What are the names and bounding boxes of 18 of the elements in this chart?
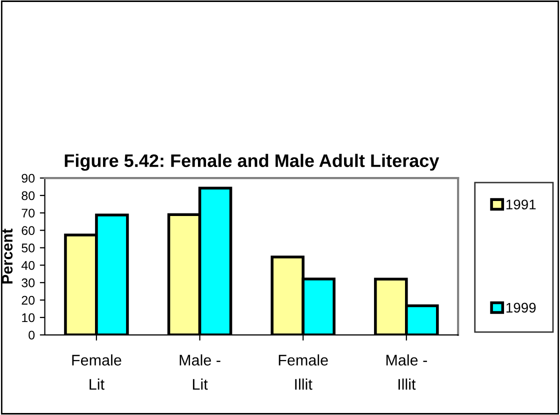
y-tick-label: 50	[22, 244, 35, 252]
x-tick-label: Female Illit	[278, 354, 328, 390]
y-tick-label: 40	[21, 260, 35, 270]
x-tick-label: Male - Lit	[180, 354, 220, 390]
legend-label: 1999	[506, 302, 536, 313]
y-tick-label: 0	[28, 330, 35, 340]
y-tick-label: 30	[22, 278, 35, 288]
x-tick-label: Female Lit	[72, 354, 122, 390]
legend-label: 1991	[506, 200, 536, 210]
y-tick-label: 90	[22, 174, 35, 183]
y-tick-label: 10	[22, 313, 35, 322]
y-tick-label: 80	[22, 191, 35, 200]
chart-title: Figure 5.42: Female and Male Adult Literacy	[64, 154, 440, 171]
y-tick-label: 70	[22, 208, 35, 218]
y-tick-label: 60	[22, 226, 35, 235]
x-tick-label: Male - Illit	[386, 354, 427, 390]
y-axis-title: Percent	[2, 228, 13, 284]
y-tick-label: 20	[22, 296, 35, 305]
